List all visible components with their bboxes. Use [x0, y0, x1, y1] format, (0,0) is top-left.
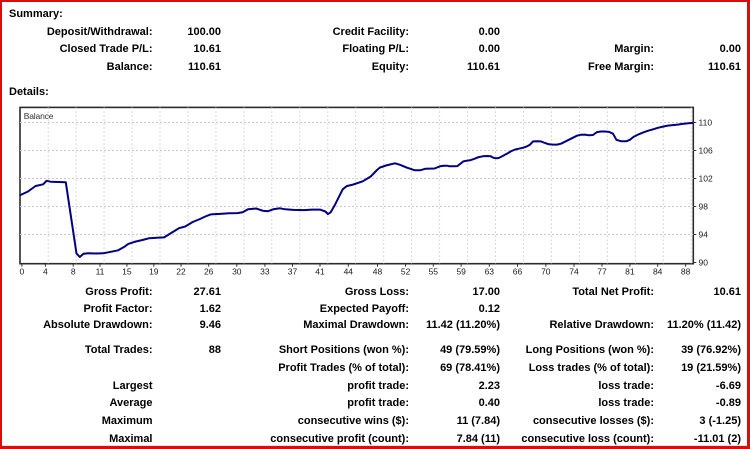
svg-text:37: 37	[288, 267, 298, 277]
svg-text:88: 88	[681, 267, 691, 277]
svg-text:30: 30	[232, 267, 242, 277]
svg-text:41: 41	[315, 267, 325, 277]
svg-text:102: 102	[699, 174, 713, 184]
svg-text:4: 4	[43, 267, 48, 277]
svg-text:106: 106	[699, 146, 713, 156]
svg-text:98: 98	[699, 202, 709, 212]
svg-text:84: 84	[653, 267, 663, 277]
svg-text:8: 8	[71, 267, 76, 277]
svg-text:63: 63	[485, 267, 495, 277]
svg-text:59: 59	[456, 267, 466, 277]
svg-text:55: 55	[429, 267, 439, 277]
svg-text:22: 22	[176, 267, 186, 277]
svg-text:Balance: Balance	[24, 111, 54, 121]
svg-text:66: 66	[513, 267, 523, 277]
svg-text:11: 11	[96, 267, 105, 277]
svg-text:81: 81	[625, 267, 635, 277]
svg-text:52: 52	[401, 267, 411, 277]
svg-text:33: 33	[260, 267, 270, 277]
svg-text:19: 19	[149, 267, 159, 277]
svg-text:0: 0	[20, 267, 25, 277]
svg-text:90: 90	[699, 258, 709, 268]
svg-text:48: 48	[373, 267, 383, 277]
svg-text:70: 70	[541, 267, 551, 277]
svg-text:44: 44	[344, 267, 354, 277]
svg-text:110: 110	[699, 118, 713, 128]
svg-text:26: 26	[204, 267, 214, 277]
svg-text:94: 94	[699, 230, 709, 240]
svg-text:74: 74	[569, 267, 579, 277]
svg-text:77: 77	[597, 267, 607, 277]
svg-text:15: 15	[122, 267, 132, 277]
